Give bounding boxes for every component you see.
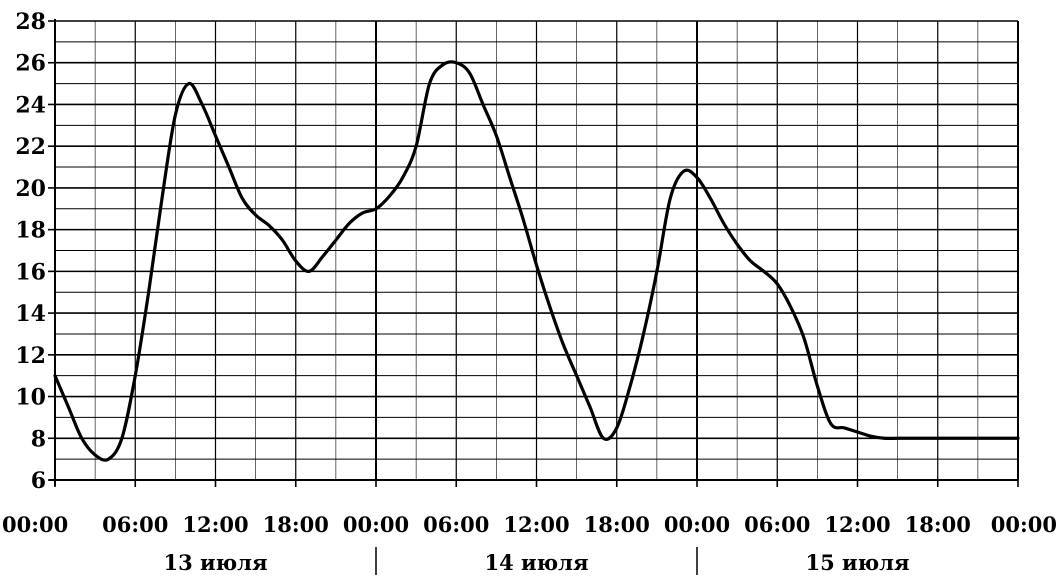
x-tick-labels: 00:00 06:00 12:00 18:00 00:00 06:00 12:00 18:00… <box>2 512 1057 537</box>
x-tick-label: 18:00 <box>905 512 971 537</box>
x-tick-label: 00:00 <box>991 512 1057 537</box>
y-tick-label: 14 <box>15 301 46 327</box>
x-tick-label: 18:00 <box>263 512 329 537</box>
x-tick-label: 06:00 <box>423 512 489 537</box>
x-tick-label: 12:00 <box>824 512 890 537</box>
y-tick-label: 6 <box>31 468 46 494</box>
grid <box>54 20 1019 481</box>
y-tick-label: 26 <box>15 51 46 77</box>
x-tick-label: 06:00 <box>744 512 810 537</box>
x-tick-label: 12:00 <box>503 512 569 537</box>
axes <box>48 19 1019 487</box>
y-tick-label: 12 <box>15 343 46 369</box>
y-tick-label: 18 <box>15 218 46 244</box>
x-tick-label: 00:00 <box>664 512 730 537</box>
x-tick-label: 00:00 <box>343 512 409 537</box>
series <box>53 60 1020 462</box>
temperature-line <box>53 60 1020 462</box>
y-tick-label: 16 <box>15 259 46 285</box>
day-label: 13 июля <box>164 550 268 575</box>
y-tick-label: 22 <box>15 134 46 160</box>
y-tick-label: 8 <box>31 426 46 452</box>
x-tick-label: 12:00 <box>182 512 248 537</box>
x-tick-label: 06:00 <box>102 512 168 537</box>
x-tick-label: 00:00 <box>2 512 68 537</box>
y-tick-label: 20 <box>15 176 46 202</box>
day-label: 15 июля <box>806 550 910 575</box>
y-tick-label: 24 <box>15 92 46 118</box>
y-tick-labels: 6 8 10 12 14 16 18 20 22 24 26 28 <box>15 9 46 494</box>
x-tick-label: 18:00 <box>584 512 650 537</box>
day-labels: 13 июля 14 июля 15 июля <box>164 547 910 575</box>
y-tick-label: 10 <box>15 385 46 411</box>
day-label: 14 июля <box>485 550 589 575</box>
y-tick-label: 28 <box>15 9 46 35</box>
